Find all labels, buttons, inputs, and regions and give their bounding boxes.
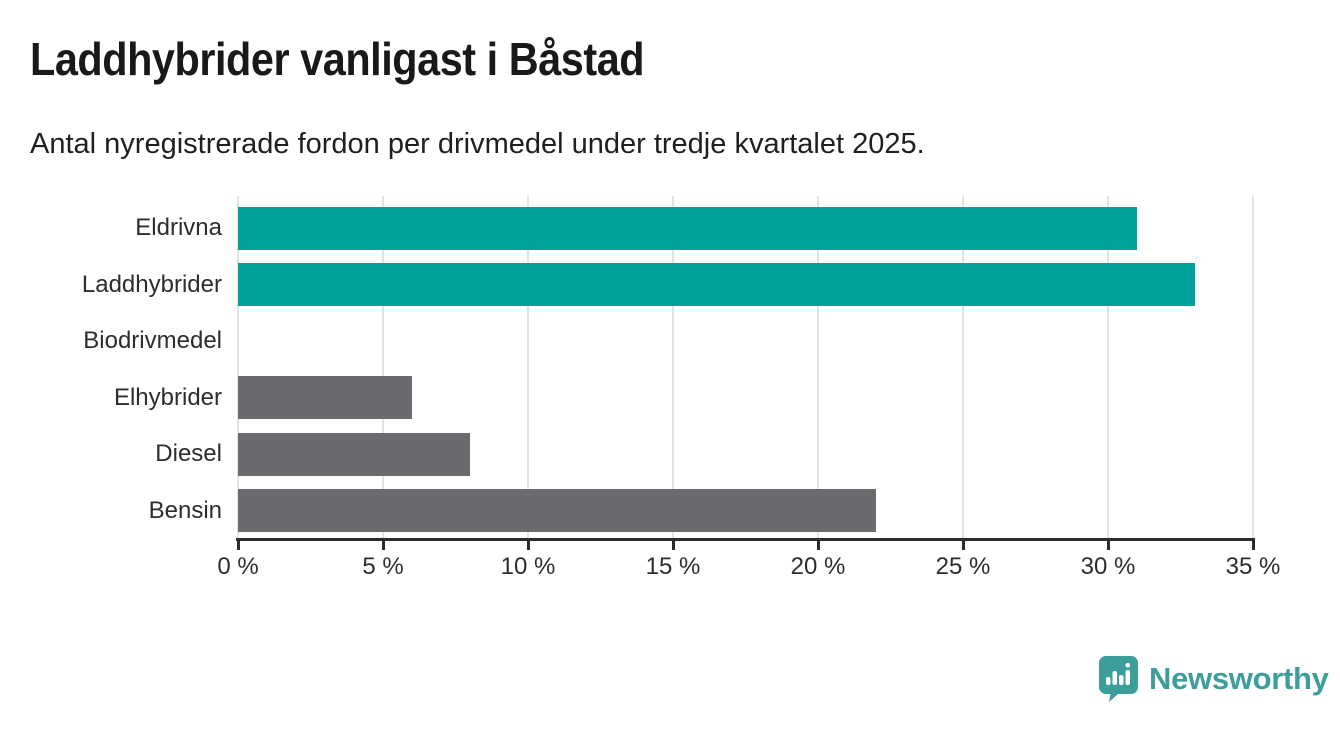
category-label-bensin: Bensin bbox=[148, 496, 222, 524]
gridline-5 bbox=[382, 196, 384, 539]
brand-name: Newsworthy bbox=[1149, 661, 1329, 696]
gridline-25 bbox=[962, 196, 964, 539]
x-tick-15 bbox=[671, 541, 675, 550]
chart-title: Laddhybrider vanligast i Båstad bbox=[30, 33, 645, 85]
chart-subtitle: Antal nyregistrerade fordon per drivmede… bbox=[30, 128, 925, 160]
x-tick-label-30: 30 % bbox=[1080, 553, 1136, 580]
bar-elhybrider bbox=[238, 376, 412, 420]
x-tick-30 bbox=[1106, 541, 1110, 550]
bar-diesel bbox=[238, 432, 470, 476]
gridline-30 bbox=[1107, 196, 1109, 539]
category-label-laddhybrider: Laddhybrider bbox=[81, 270, 222, 298]
newsworthy-brand: Newsworthy bbox=[1098, 655, 1329, 703]
x-tick-25 bbox=[961, 541, 965, 550]
x-tick-label-15: 15 % bbox=[645, 553, 701, 580]
x-tick-0 bbox=[236, 541, 240, 550]
x-axis-line bbox=[236, 538, 1255, 541]
gridline-20 bbox=[817, 196, 819, 539]
x-tick-5 bbox=[381, 541, 385, 550]
gridline-15 bbox=[672, 196, 674, 539]
x-tick-label-25: 25 % bbox=[935, 553, 991, 580]
x-tick-label-20: 20 % bbox=[790, 553, 846, 580]
category-label-eldrivna: Eldrivna bbox=[135, 214, 222, 241]
gridline-10 bbox=[527, 196, 529, 539]
gridline-35 bbox=[1252, 196, 1254, 539]
x-tick-label-5: 5 % bbox=[362, 553, 404, 580]
x-tick-35 bbox=[1251, 541, 1255, 550]
x-tick-20 bbox=[816, 541, 820, 550]
x-tick-label-10: 10 % bbox=[500, 553, 556, 580]
gridline-0 bbox=[237, 196, 239, 539]
x-tick-label-35: 35 % bbox=[1225, 553, 1281, 580]
category-label-biodrivmedel: Biodrivmedel bbox=[83, 327, 222, 354]
bar-laddhybrider bbox=[238, 263, 1195, 307]
category-label-elhybrider: Elhybrider bbox=[113, 383, 222, 411]
x-tick-label-0: 0 % bbox=[217, 553, 259, 580]
bar-bensin bbox=[238, 489, 876, 533]
category-label-diesel: Diesel bbox=[155, 440, 222, 467]
x-tick-10 bbox=[526, 541, 530, 550]
newsworthy-logo-icon bbox=[1098, 655, 1139, 703]
bar-eldrivna bbox=[238, 206, 1137, 250]
